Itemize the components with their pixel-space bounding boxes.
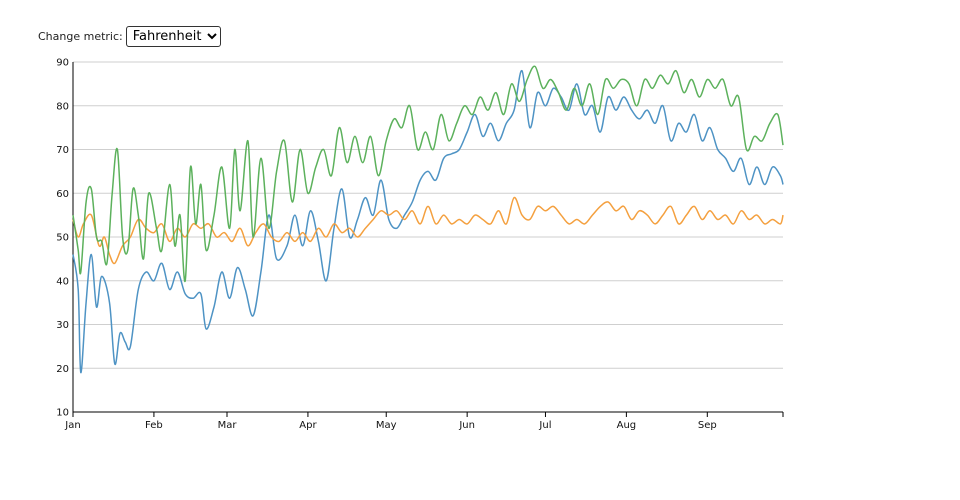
x-tick-label: Apr <box>299 420 317 431</box>
series-line-1 <box>72 70 784 374</box>
x-tick-label: May <box>376 420 397 431</box>
series-line-2 <box>72 196 784 265</box>
x-tick-label: Jul <box>538 420 551 431</box>
y-axis: 10 20 30 40 50 60 70 80 90 <box>56 58 74 419</box>
metric-control: Change metric: Fahrenheit <box>38 26 221 47</box>
y-tick-label: 90 <box>56 58 69 69</box>
y-tick-label: 50 <box>56 233 69 244</box>
y-tick-label: 40 <box>56 276 69 287</box>
metric-select[interactable]: Fahrenheit <box>125 26 221 47</box>
series-lines <box>72 65 784 374</box>
x-tick-label: Feb <box>145 420 163 431</box>
y-tick-label: 70 <box>56 145 69 156</box>
y-tick-label: 60 <box>56 189 69 200</box>
x-axis: Jan Feb Mar Apr May Jun Jul Aug Sep <box>64 411 784 431</box>
x-tick-label: Sep <box>698 420 717 431</box>
x-tick-label: Mar <box>218 420 238 431</box>
x-tick-label: Aug <box>617 420 637 431</box>
y-tick-label: 10 <box>56 408 69 419</box>
metric-label: Change metric: <box>38 30 123 43</box>
x-tick-label: Jan <box>64 420 80 431</box>
gridlines <box>73 61 783 369</box>
y-tick-label: 80 <box>56 101 69 112</box>
series-line-3 <box>72 65 784 282</box>
y-tick-label: 30 <box>56 320 69 331</box>
x-tick-label: Jun <box>458 420 475 431</box>
y-tick-label: 20 <box>56 364 69 375</box>
